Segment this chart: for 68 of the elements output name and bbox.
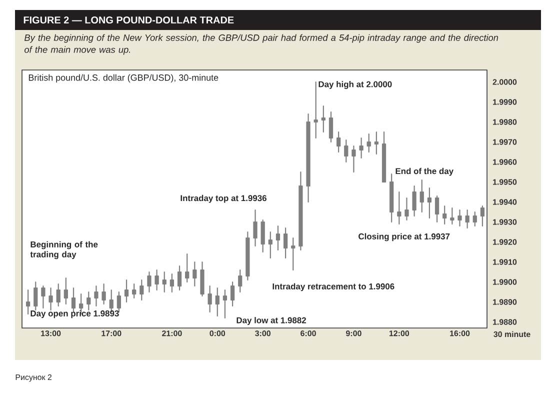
candlestick — [420, 179, 424, 213]
candlestick — [336, 131, 341, 153]
chart-title: FIGURE 2 — LONG POUND-DOLLAR TRADE — [24, 16, 234, 24]
candlestick — [344, 139, 348, 163]
candlestick — [260, 219, 265, 253]
candlestick — [366, 133, 371, 153]
candlestick — [359, 137, 364, 159]
candlestick — [472, 211, 477, 227]
candlestick — [465, 209, 470, 229]
candlestick — [26, 289, 30, 315]
candlestick — [434, 195, 440, 223]
candlestick — [314, 81, 318, 139]
candlestick — [268, 231, 272, 259]
candlestick — [397, 191, 402, 225]
candlestick — [200, 261, 204, 297]
annotation: Day high at 2.0000 — [318, 81, 392, 89]
candlestick — [192, 261, 197, 287]
candlestick — [230, 281, 235, 307]
candlestick — [177, 265, 182, 291]
annotation: Closing price at 1.9937 — [358, 233, 450, 242]
annotation: Intraday top at 1.9936 — [180, 194, 266, 203]
annotation: Intraday retracement to 1.9906 — [272, 283, 394, 292]
candlestick — [382, 131, 386, 183]
chart-subtitle: By the beginning of the New York session, the GBP/USD pair had formed a 54-pip intraday range and the direction of the main move was up. — [24, 34, 498, 55]
candlestick — [147, 271, 152, 293]
candlestick — [124, 279, 129, 303]
annotation: British pound/U.S. dollar (GBP/USD), 30-minute — [28, 74, 218, 83]
candlestick — [450, 207, 454, 225]
candlestick — [56, 283, 60, 307]
candlestick — [170, 273, 174, 293]
candlestick — [208, 285, 212, 313]
candlestick — [291, 237, 296, 271]
candlestick — [132, 283, 136, 299]
candlestick — [412, 185, 416, 217]
candlestick — [458, 209, 462, 227]
candlestick — [94, 285, 98, 307]
annotation: Beginning of the trading day — [30, 241, 98, 260]
candlestick — [253, 209, 258, 247]
candlestick — [222, 289, 228, 319]
candlestick — [427, 187, 432, 219]
candlestick — [185, 253, 190, 283]
candlestick — [480, 205, 485, 227]
candlestick — [48, 287, 53, 311]
candlestick — [162, 271, 166, 293]
candlestick — [215, 287, 220, 317]
candlestick — [86, 291, 91, 311]
candlestick — [298, 171, 303, 251]
candlestick — [283, 227, 288, 259]
candlestick — [306, 113, 310, 203]
candlestick — [374, 131, 378, 155]
candlestick — [404, 197, 409, 221]
candlestick — [140, 279, 144, 301]
candlestick — [64, 277, 68, 305]
candlestick — [102, 283, 106, 305]
candlestick — [41, 285, 46, 309]
candlestick — [154, 269, 159, 291]
candlestick — [442, 205, 447, 225]
candlestick — [352, 145, 356, 173]
candlestick — [34, 281, 38, 311]
annotation: Day open price 1.9893 — [30, 310, 119, 318]
candlestick — [321, 105, 326, 133]
annotation: End of the day — [396, 168, 454, 176]
annotation: Day low at 1.9882 — [236, 317, 306, 325]
candlestick — [246, 231, 250, 281]
candlestick — [390, 173, 394, 223]
candlestick — [238, 269, 242, 293]
candlestick — [328, 111, 334, 143]
candlestick — [276, 225, 280, 251]
